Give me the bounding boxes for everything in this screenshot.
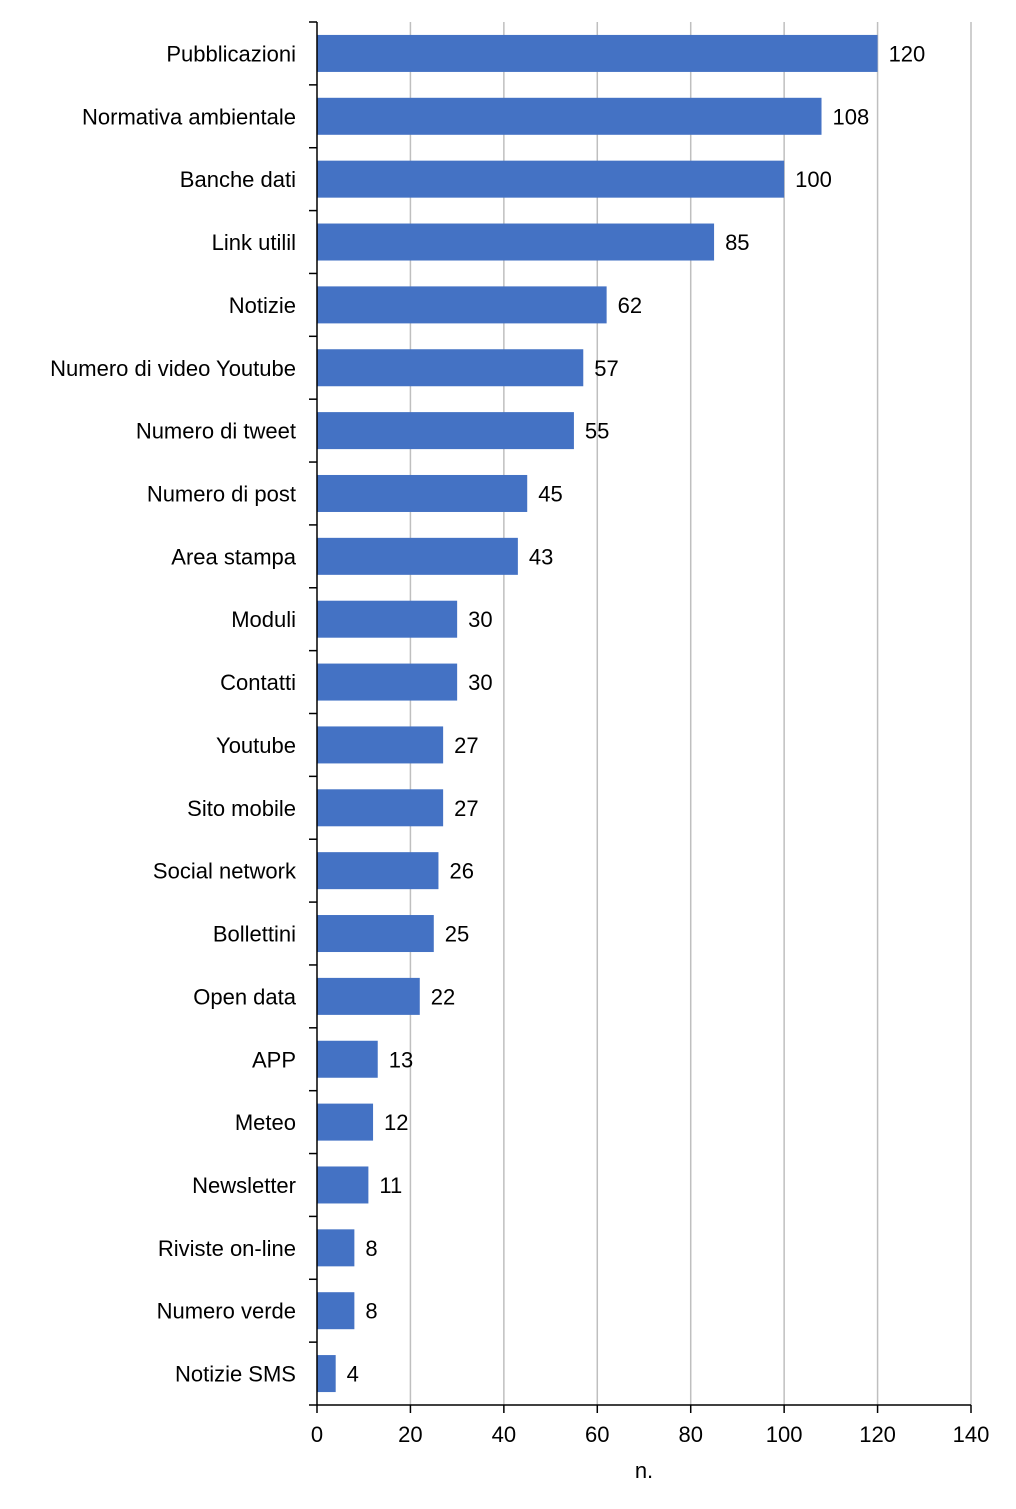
bar <box>317 412 574 450</box>
bars <box>317 34 878 1393</box>
x-axis-title: n. <box>635 1458 653 1483</box>
bar <box>317 537 518 575</box>
bar <box>317 349 584 387</box>
bar <box>317 852 439 890</box>
category-label: Numero di tweet <box>136 419 296 444</box>
data-label: 30 <box>468 670 492 695</box>
bar <box>317 1103 374 1141</box>
category-label: Notizie SMS <box>175 1362 296 1387</box>
bar <box>317 1355 336 1393</box>
data-label: 11 <box>379 1173 402 1198</box>
data-label: 57 <box>594 356 618 381</box>
data-label: 108 <box>833 104 870 129</box>
x-tick-label: 140 <box>953 1422 990 1447</box>
data-label: 62 <box>618 293 642 318</box>
bar <box>317 726 444 764</box>
category-label: Open data <box>193 984 297 1009</box>
data-label: 12 <box>384 1110 408 1135</box>
category-label: Link utilil <box>212 230 296 255</box>
category-label: Sito mobile <box>187 796 296 821</box>
data-label: 43 <box>529 544 553 569</box>
category-label: Normativa ambientale <box>82 104 296 129</box>
category-label: Numero di video Youtube <box>50 356 296 381</box>
category-label: Bollettini <box>213 922 296 947</box>
data-label: 55 <box>585 419 609 444</box>
category-label: Numero di post <box>147 481 296 506</box>
bar <box>317 97 822 135</box>
bar <box>317 474 528 512</box>
category-label: Social network <box>153 859 297 884</box>
bar <box>317 1229 355 1267</box>
data-label: 8 <box>365 1299 377 1324</box>
category-label: Contatti <box>220 670 296 695</box>
bar <box>317 915 434 953</box>
bar <box>317 789 444 827</box>
category-label: Youtube <box>216 733 296 758</box>
category-label: Riviste on-line <box>158 1236 296 1261</box>
data-label: 100 <box>795 167 832 192</box>
data-label: 45 <box>538 481 562 506</box>
bar <box>317 977 420 1015</box>
bar <box>317 1292 355 1330</box>
x-tick-label: 80 <box>678 1422 702 1447</box>
category-label: Newsletter <box>192 1173 296 1198</box>
category-label: APP <box>252 1047 296 1072</box>
category-label: Meteo <box>235 1110 296 1135</box>
category-label: Pubblicazioni <box>166 41 296 66</box>
data-label: 30 <box>468 607 492 632</box>
bar <box>317 286 607 324</box>
data-label: 4 <box>347 1362 359 1387</box>
data-label: 25 <box>445 922 469 947</box>
bar <box>317 663 458 701</box>
category-label: Notizie <box>229 293 296 318</box>
bar <box>317 34 878 72</box>
x-tick-label: 100 <box>766 1422 803 1447</box>
x-tick-label: 60 <box>585 1422 609 1447</box>
data-label: 120 <box>889 41 926 66</box>
data-label: 13 <box>389 1047 413 1072</box>
bar <box>317 160 785 198</box>
data-label: 27 <box>454 733 478 758</box>
data-label: 22 <box>431 984 455 1009</box>
bar <box>317 600 458 638</box>
x-tick-label: 120 <box>859 1422 896 1447</box>
data-label: 85 <box>725 230 749 255</box>
axes <box>316 22 971 1406</box>
category-label: Moduli <box>231 607 296 632</box>
bar <box>317 1040 378 1078</box>
x-tick-label: 20 <box>398 1422 422 1447</box>
x-tick-label: 0 <box>311 1422 323 1447</box>
category-label: Numero verde <box>157 1299 296 1324</box>
data-label: 27 <box>454 796 478 821</box>
category-label: Area stampa <box>171 544 296 569</box>
data-label: 26 <box>449 859 473 884</box>
bar <box>317 1166 369 1204</box>
labels: 0 20 40 60 80 100 120 140 Pubblicazioni 120 Normat… <box>50 41 989 1447</box>
x-tick-label: 40 <box>492 1422 516 1447</box>
data-label: 8 <box>365 1236 377 1261</box>
bar <box>317 223 715 261</box>
category-label: Banche dati <box>180 167 296 192</box>
